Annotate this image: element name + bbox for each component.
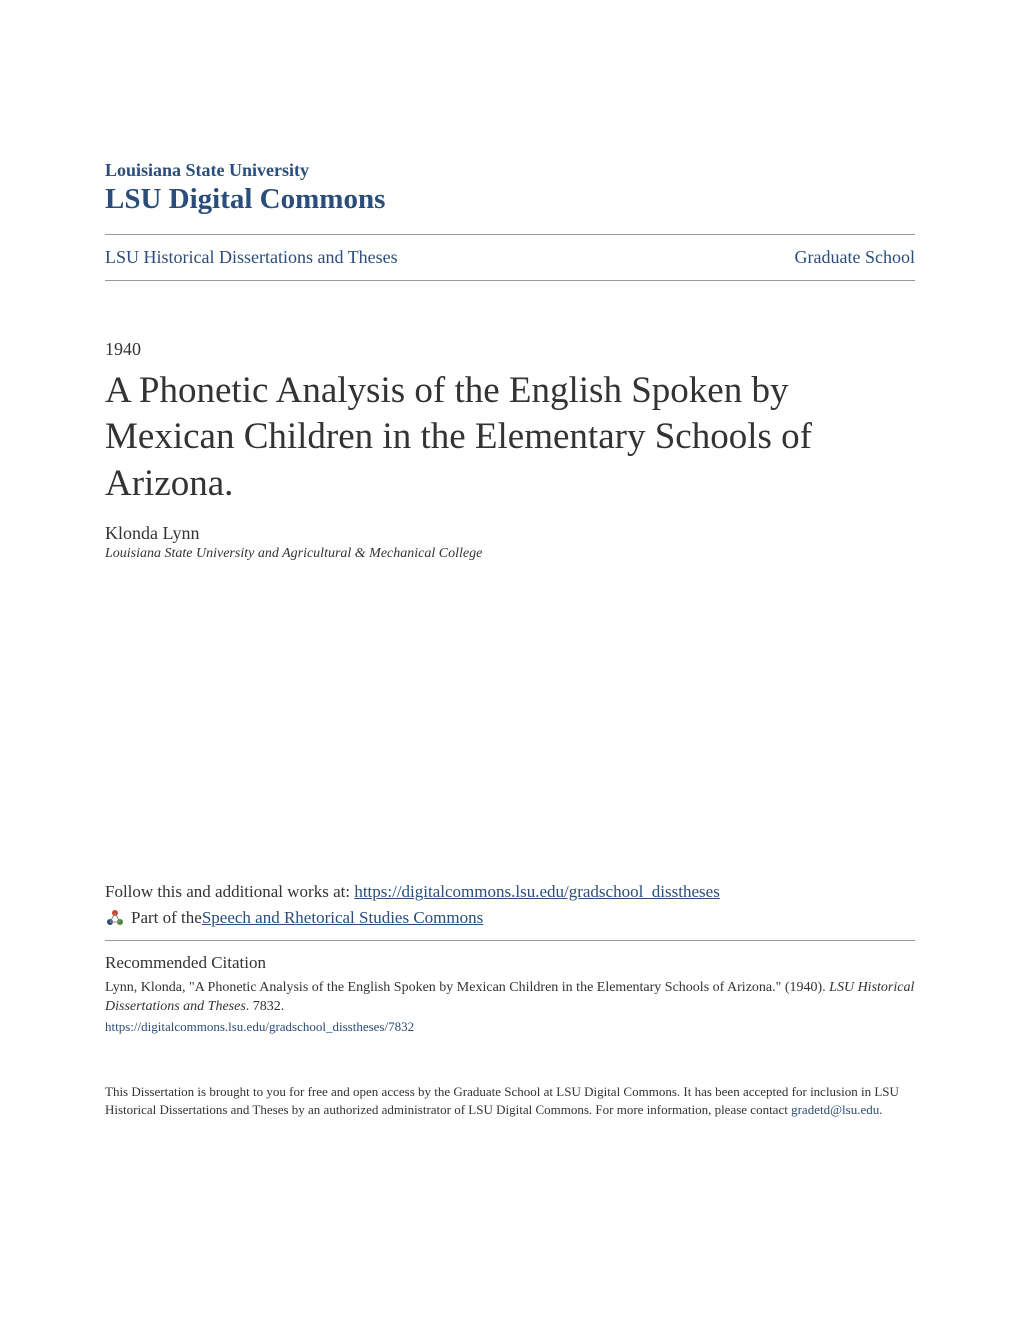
part-of-row: Part of the Speech and Rhetorical Studie…	[105, 908, 915, 928]
network-icon[interactable]	[105, 908, 125, 928]
follow-link[interactable]: https://digitalcommons.lsu.edu/gradschoo…	[354, 882, 719, 901]
follow-prefix: Follow this and additional works at:	[105, 882, 354, 901]
divider-citation	[105, 940, 915, 941]
breadcrumb: LSU Historical Dissertations and Theses …	[105, 235, 915, 280]
citation-link[interactable]: https://digitalcommons.lsu.edu/gradschoo…	[105, 1019, 915, 1035]
breadcrumb-collection[interactable]: LSU Historical Dissertations and Theses	[105, 247, 398, 268]
document-title: A Phonetic Analysis of the English Spoke…	[105, 368, 915, 507]
footer-part1: This Dissertation is brought to you for …	[105, 1084, 899, 1117]
page-header: Louisiana State University LSU Digital C…	[105, 160, 915, 216]
author-name: Klonda Lynn	[105, 523, 915, 544]
footer-email-link[interactable]: gradetd@lsu.edu	[791, 1102, 879, 1117]
divider-breadcrumb	[105, 280, 915, 281]
citation-part2: . 7832.	[246, 999, 285, 1014]
follow-section: Follow this and additional works at: htt…	[105, 882, 915, 928]
part-of-link[interactable]: Speech and Rhetorical Studies Commons	[202, 908, 483, 928]
part-of-prefix: Part of the	[131, 908, 202, 928]
commons-name[interactable]: LSU Digital Commons	[105, 183, 915, 216]
footer-section: This Dissertation is brought to you for …	[105, 1083, 915, 1119]
citation-part1: Lynn, Klonda, "A Phonetic Analysis of th…	[105, 980, 829, 995]
citation-heading: Recommended Citation	[105, 953, 915, 973]
footer-text: This Dissertation is brought to you for …	[105, 1083, 915, 1119]
institution-name[interactable]: Louisiana State University	[105, 160, 915, 181]
follow-row: Follow this and additional works at: htt…	[105, 882, 915, 902]
author-affiliation: Louisiana State University and Agricultu…	[105, 546, 915, 562]
publication-year: 1940	[105, 339, 915, 360]
citation-section: Recommended Citation Lynn, Klonda, "A Ph…	[105, 953, 915, 1035]
citation-text: Lynn, Klonda, "A Phonetic Analysis of th…	[105, 979, 915, 1017]
breadcrumb-school[interactable]: Graduate School	[795, 247, 915, 268]
footer-part2: .	[879, 1102, 882, 1117]
